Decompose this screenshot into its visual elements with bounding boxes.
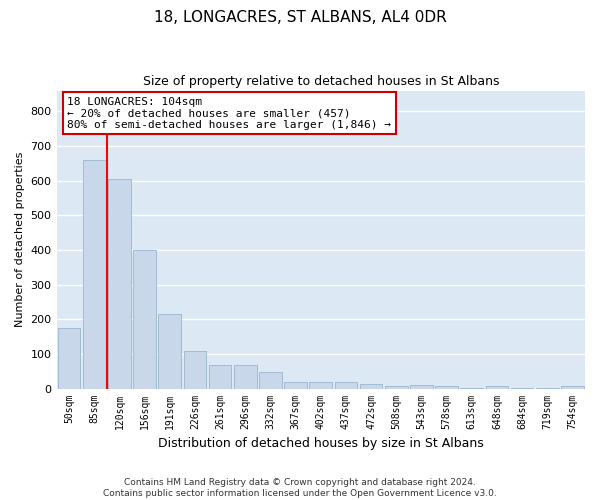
Bar: [108, 179, 131, 388]
Bar: [561, 386, 584, 388]
Bar: [158, 314, 181, 388]
Bar: [335, 382, 357, 388]
Title: Size of property relative to detached houses in St Albans: Size of property relative to detached ho…: [143, 75, 499, 88]
Bar: [209, 366, 232, 388]
Bar: [284, 382, 307, 388]
Bar: [360, 384, 382, 388]
Bar: [133, 250, 156, 388]
Bar: [234, 366, 257, 388]
Bar: [184, 351, 206, 389]
Bar: [259, 372, 282, 388]
Text: Contains HM Land Registry data © Crown copyright and database right 2024.
Contai: Contains HM Land Registry data © Crown c…: [103, 478, 497, 498]
Bar: [410, 386, 433, 388]
Bar: [435, 386, 458, 388]
Bar: [83, 160, 106, 388]
Y-axis label: Number of detached properties: Number of detached properties: [15, 152, 25, 327]
Bar: [485, 386, 508, 388]
Bar: [310, 382, 332, 388]
Bar: [58, 328, 80, 388]
Text: 18 LONGACRES: 104sqm
← 20% of detached houses are smaller (457)
80% of semi-deta: 18 LONGACRES: 104sqm ← 20% of detached h…: [67, 96, 391, 130]
X-axis label: Distribution of detached houses by size in St Albans: Distribution of detached houses by size …: [158, 437, 484, 450]
Bar: [385, 386, 407, 388]
Text: 18, LONGACRES, ST ALBANS, AL4 0DR: 18, LONGACRES, ST ALBANS, AL4 0DR: [154, 10, 446, 25]
